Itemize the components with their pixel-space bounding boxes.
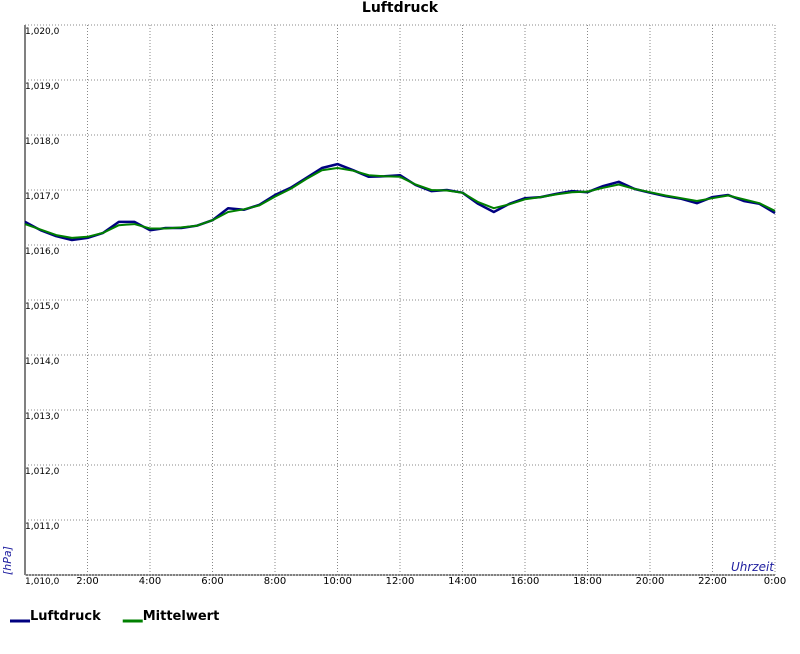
y-tick-label: 1,011,0	[25, 522, 60, 532]
chart-title: Luftdruck	[362, 0, 439, 16]
x-tick-label: 18:00	[573, 576, 602, 587]
x-tick-label: 6:00	[201, 576, 223, 587]
x-tick-label: 4:00	[139, 576, 161, 587]
y-tick-label: 1,013,0	[25, 412, 60, 422]
x-tick-label: 8:00	[264, 576, 286, 587]
x-tick-label: 12:00	[386, 576, 415, 587]
x-tick-label: 14:00	[448, 576, 477, 587]
y-tick-label: 1,010,0	[25, 577, 60, 587]
y-tick-label: 1,016,0	[25, 247, 60, 257]
x-tick-label: 0:00	[764, 576, 786, 587]
series-line	[24, 167, 776, 239]
y-axis-label: [hPa]	[1, 546, 14, 575]
legend-label: Luftdruck	[30, 609, 101, 624]
x-tick-label: 20:00	[636, 576, 665, 587]
y-tick-label: 1,019,0	[25, 82, 60, 92]
x-axis-label: Uhrzeit	[731, 560, 775, 574]
legend-label: Mittelwert	[143, 609, 220, 624]
x-tick-label: 10:00	[323, 576, 352, 587]
y-tick-label: 1,015,0	[25, 302, 60, 312]
x-tick-label: 16:00	[511, 576, 540, 587]
y-tick-label: 1,017,0	[25, 192, 60, 202]
x-tick-label: 22:00	[698, 576, 727, 587]
y-tick-label: 1,020,0	[25, 27, 60, 37]
y-tick-label: 1,012,0	[25, 467, 60, 477]
x-tick-label: 2:00	[76, 576, 98, 587]
y-tick-label: 1,014,0	[25, 357, 60, 367]
y-tick-label: 1,018,0	[25, 137, 60, 147]
